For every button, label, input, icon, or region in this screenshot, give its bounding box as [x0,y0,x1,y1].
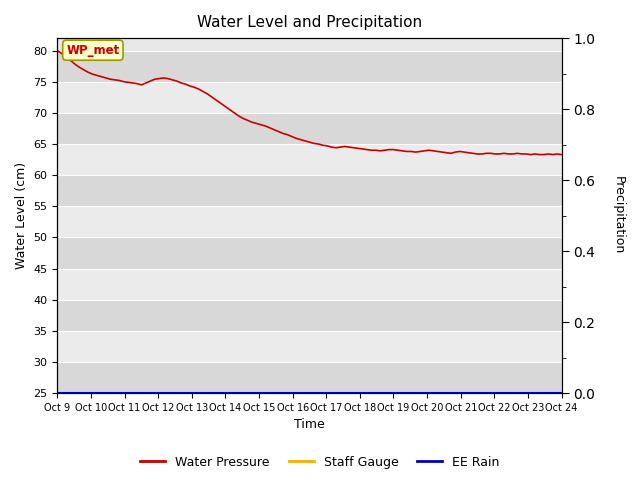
Y-axis label: Precipitation: Precipitation [612,177,625,255]
Bar [58,331,561,362]
Bar [58,113,561,144]
X-axis label: Time: Time [294,419,325,432]
Title: Water Level and Precipitation: Water Level and Precipitation [197,15,422,30]
Bar [58,50,561,82]
Y-axis label: Water Level (cm): Water Level (cm) [15,162,28,269]
Bar [58,362,561,393]
Bar [58,206,561,238]
Text: WP_met: WP_met [67,44,120,57]
Bar [58,238,561,268]
Legend: Water Pressure, Staff Gauge, EE Rain: Water Pressure, Staff Gauge, EE Rain [136,451,504,474]
Bar [58,82,561,113]
Bar [58,144,561,175]
Bar [58,268,561,300]
Bar [58,175,561,206]
Bar [58,300,561,331]
